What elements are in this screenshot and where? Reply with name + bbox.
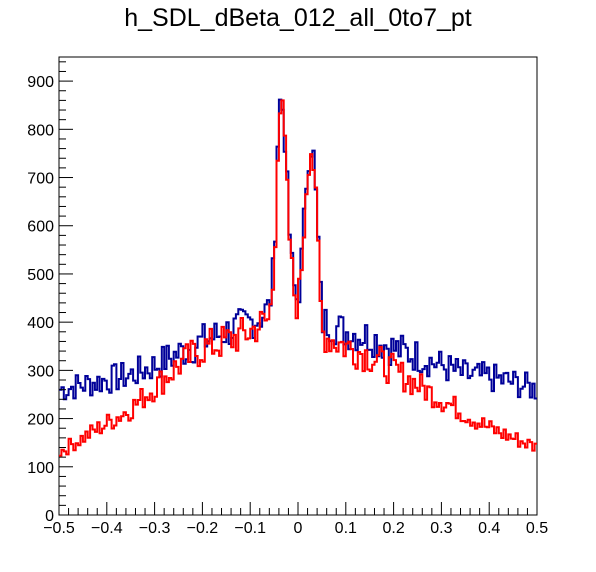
x-tick-label: −0.4: [91, 520, 123, 537]
y-tick-label: 100: [27, 460, 54, 477]
x-tick-label: 0.3: [430, 520, 452, 537]
y-tick-label: 400: [27, 315, 54, 332]
y-tick-label: 0: [45, 508, 54, 525]
series-line-0: [59, 98, 537, 401]
chart-title: h_SDL_dBeta_012_all_0to7_pt: [124, 4, 472, 32]
x-tick-label: −0.3: [139, 520, 171, 537]
x-tick-label: 0.1: [335, 520, 357, 537]
y-tick-label: 300: [27, 363, 54, 380]
y-tick-label: 500: [27, 267, 54, 284]
series-line-1: [59, 99, 537, 457]
y-tick-label: 600: [27, 219, 54, 236]
x-tick-label: 0: [294, 520, 303, 537]
x-tick-label: 0.5: [526, 520, 548, 537]
x-tick-label: 0.2: [382, 520, 404, 537]
x-tick-label: 0.4: [478, 520, 500, 537]
y-tick-label: 700: [27, 171, 54, 188]
y-tick-label: 900: [27, 74, 54, 91]
y-tick-label: 200: [27, 412, 54, 429]
x-tick-label: −0.2: [187, 520, 219, 537]
x-tick-label: −0.5: [43, 520, 75, 537]
x-tick-label: −0.1: [234, 520, 266, 537]
y-tick-label: 800: [27, 122, 54, 139]
